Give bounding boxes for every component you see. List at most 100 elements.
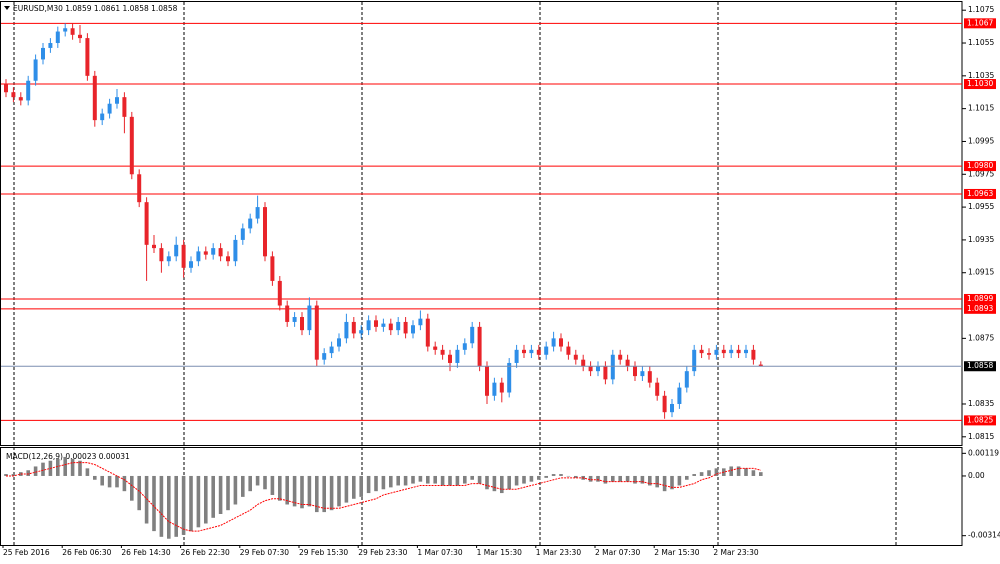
candle-body [618,354,623,360]
macd-bar [233,475,238,505]
macd-bar [692,474,696,476]
candle-body [381,323,386,327]
level-label-box [964,293,996,304]
candle-body [544,346,549,355]
macd-bar [270,475,275,495]
candle-body [640,371,645,377]
level-label-box [964,415,996,426]
candle-body [174,244,179,257]
macd-bar [544,475,548,478]
y-tick-label: 1.0915 [968,268,994,277]
macd-bar [455,475,460,486]
macd-bar [477,475,482,484]
candle-body [758,364,763,367]
macd-bar [115,475,119,488]
candle-body [684,371,689,388]
level-label: 1.0980 [967,161,993,170]
candle-body [277,280,282,306]
macd-bar [736,466,741,476]
macd-bar [389,475,393,488]
macd-bar [640,475,645,484]
candle-body [499,382,504,393]
macd-signal [6,462,761,532]
macd-bar [248,475,252,492]
macd-label: MACD(12,26,9) 0.00023 0.00031 [6,452,130,461]
candle-body [573,354,578,360]
macd-bar [337,475,341,507]
candle-body [307,305,312,331]
macd-bar [211,475,215,518]
macd-bar [729,466,733,476]
macd-bar [204,475,208,524]
macd-bar [263,475,267,490]
macd-bar [603,475,608,484]
candle-body [477,326,482,367]
macd-bar [93,475,97,480]
candle-body [462,343,467,350]
candle-body [388,323,393,331]
level-label: 1.0963 [967,189,993,198]
macd-bar [685,475,689,480]
y-tick-label: 0.00119 [968,448,999,457]
candle-body [122,97,127,117]
candle-body [314,305,319,360]
candle-body [270,256,275,281]
candle-body [514,349,519,363]
candle-body [85,38,90,76]
macd-bar [374,475,378,492]
y-tick-label: 1.0955 [968,202,994,211]
x-tick-label: 1 Mar 23:30 [536,548,582,557]
candle-body [440,349,445,355]
macd-bar [677,475,682,486]
candle-body [529,349,534,354]
y-tick-label: 1.0875 [968,333,994,342]
macd-bar [699,472,704,476]
x-tick-label: 29 Feb 23:30 [358,548,407,557]
macd-bar [130,475,134,501]
candle-body [337,338,341,347]
macd-bar [396,475,400,486]
macd-bar [300,475,304,509]
macd-bar [359,475,363,497]
candle-body [189,261,193,268]
macd-bar [63,456,67,476]
macd-panel-border [0,447,963,546]
x-tick-label: 1 Mar 07:30 [417,548,463,557]
candle-body [551,338,556,347]
candle-body [263,207,267,257]
candle-body [137,174,142,203]
y-tick-label: 1.0975 [968,169,994,178]
candle-body [721,349,726,354]
candle-body [744,349,748,354]
y-tick-label: 1.0995 [968,136,994,145]
candle-body [522,349,526,354]
macd-bar [485,475,489,490]
candle-body [359,330,364,334]
macd-bar [159,475,164,537]
macd-bar [529,475,534,482]
x-tick-label: 29 Feb 15:30 [299,548,348,557]
level-label-box [964,79,996,90]
macd-bar [33,466,38,476]
y-tick-label: 1.1055 [968,38,994,47]
macd-bar [440,475,445,486]
macd-bar [292,475,297,507]
level-label-box [964,18,996,29]
macd-bar [381,475,386,490]
y-tick-label: 1.0835 [968,399,994,408]
x-tick-label: 2 Mar 15:30 [654,548,700,557]
candle-body [240,228,245,240]
candle-body [4,84,8,93]
macd-bar [278,475,282,501]
candle-body [248,218,253,229]
candle-body [707,353,711,355]
candle-body [559,338,563,347]
menu-arrow[interactable] [4,6,10,10]
x-tick-label: 26 Feb 06:30 [62,548,111,557]
candle-body [144,202,149,245]
macd-bar [551,474,556,476]
macd-bar [448,475,452,486]
candle-body [455,349,460,363]
candle-body [581,359,586,367]
y-tick-label: 1.1035 [968,71,994,80]
